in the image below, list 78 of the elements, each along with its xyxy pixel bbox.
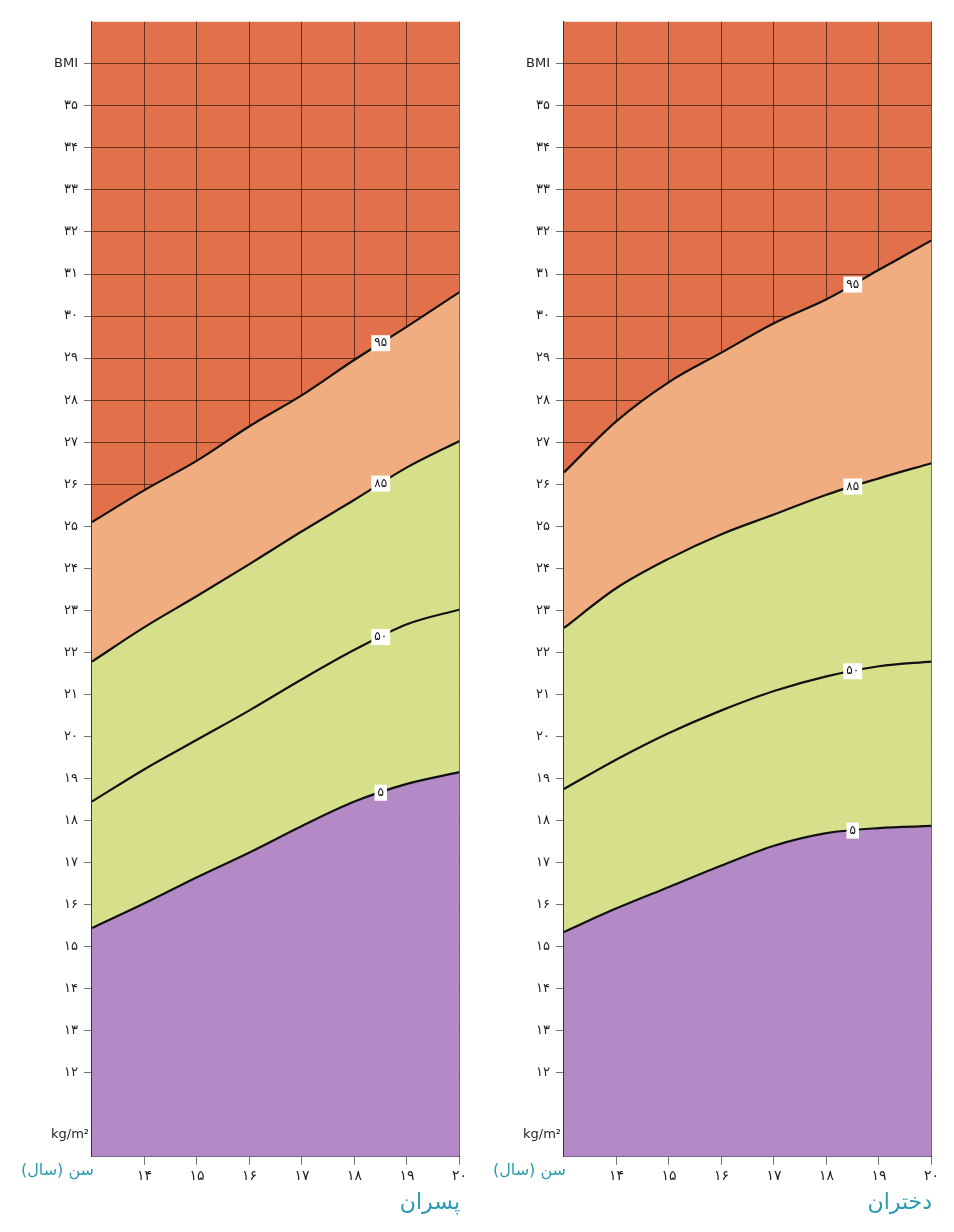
y-tick-label: ۲۱ (536, 685, 550, 701)
y-tick-label: ۲۸ (536, 391, 550, 407)
y-tick-label: ۳۴ (64, 139, 78, 155)
series-label: ۹۵ (374, 335, 388, 350)
x-axis-title: سن (سال) (492, 1159, 566, 1180)
y-tick-label: ۲۳ (64, 601, 78, 617)
y-tick-label: ۱۹ (536, 769, 550, 785)
series-label: ۵ (849, 822, 856, 837)
series-label: ۹۵ (846, 276, 860, 291)
text: پسران (399, 1188, 460, 1215)
y-tick-label: ۱۲ (64, 1064, 78, 1080)
x-tick-label: ۱۵ (189, 1166, 205, 1183)
y-tick-label: ۳۰ (536, 307, 550, 323)
y-axis-title: kg/m² (522, 1126, 562, 1142)
y-tick-label: ۲۲ (64, 643, 78, 659)
y-tick-label: BMI (54, 55, 78, 71)
y-tick-label: ۲۵ (536, 517, 550, 533)
series-label: ۸۵ (846, 478, 860, 493)
y-tick-label: ۲۴ (64, 559, 78, 575)
y-tick-label: ۱۷ (536, 853, 550, 869)
y-tick-label: ۳۱ (536, 265, 550, 281)
y-tick-label: ۲۷ (64, 433, 78, 449)
y-tick-label: ۱۵ (64, 937, 78, 953)
x-tick-label: ۱۹ (399, 1166, 415, 1183)
series-label: ۵ (377, 784, 384, 799)
y-tick-label: ۲۴ (536, 559, 550, 575)
y-tick-label: ۲۷ (536, 433, 550, 449)
y-tick-label: ۱۳ (64, 1022, 78, 1038)
y-tick-label: ۱۴ (64, 980, 78, 996)
x-tick-label: ۱۴ (136, 1166, 152, 1183)
y-tick-label: ۱۹ (64, 769, 78, 785)
y-tick-label: ۳۵ (64, 97, 78, 113)
y-tick-label: ۱۶ (64, 895, 78, 911)
y-tick-label: ۳۳ (64, 181, 78, 197)
y-tick-label: ۲۵ (64, 517, 78, 533)
x-axis-title: سن (سال) (20, 1159, 94, 1180)
y-tick-label: BMI (526, 55, 550, 71)
x-tick-label: ۱۸ (346, 1166, 363, 1183)
y-tick-label: ۳۰ (64, 307, 78, 323)
x-tick-label: ۱۶ (241, 1166, 257, 1183)
y-tick-label: ۳۴ (536, 139, 550, 155)
y-tick-label: ۲۹ (536, 349, 550, 365)
x-tick-label: ۱۷ (294, 1166, 310, 1183)
y-tick-label: ۲۶ (536, 475, 550, 491)
y-tick-label: ۲۶ (64, 475, 78, 491)
y-tick-label: ۲۳ (536, 601, 550, 617)
series-label: ۵۰ (846, 663, 860, 678)
y-tick-label: ۳۲ (64, 223, 78, 239)
y-tick-label: ۱۸ (536, 811, 550, 827)
y-tick-label: ۳۲ (536, 223, 550, 239)
y-tick-label: ۳۱ (64, 265, 78, 281)
y-tick-label: ۲۰ (64, 727, 78, 743)
x-tick-label: ۲۰ (923, 1166, 939, 1183)
x-tick-label: ۱۷ (766, 1166, 782, 1183)
y-tick-label: ۲۸ (64, 391, 78, 407)
y-tick-label: ۲۲ (536, 643, 550, 659)
y-tick-label: ۲۰ (536, 727, 550, 743)
y-tick-label: ۲۹ (64, 349, 78, 365)
x-tick-label: ۱۴ (608, 1166, 624, 1183)
y-tick-label: ۱۴ (536, 980, 550, 996)
x-tick-label: ۱۵ (661, 1166, 677, 1183)
y-tick-label: ۲۱ (64, 685, 78, 701)
x-tick-label: ۱۸ (818, 1166, 835, 1183)
x-tick-label: ۱۹ (871, 1166, 887, 1183)
y-tick-label: ۱۵ (536, 937, 550, 953)
y-tick-label: ۱۷ (64, 853, 78, 869)
series-label: ۵۰ (374, 629, 388, 644)
text: دختران (867, 1188, 932, 1214)
x-tick-label: ۱۶ (713, 1166, 729, 1183)
y-tick-label: ۱۸ (64, 811, 78, 827)
y-axis-title: kg/m² (50, 1126, 90, 1142)
y-tick-label: ۱۲ (536, 1064, 550, 1080)
y-tick-label: ۳۵ (536, 97, 550, 113)
y-tick-label: ۱۶ (536, 895, 550, 911)
y-tick-label: ۱۳ (536, 1022, 550, 1038)
series-label: ۸۵ (374, 475, 388, 490)
y-tick-label: ۳۳ (536, 181, 550, 197)
x-tick-label: ۲۰ (451, 1166, 467, 1183)
